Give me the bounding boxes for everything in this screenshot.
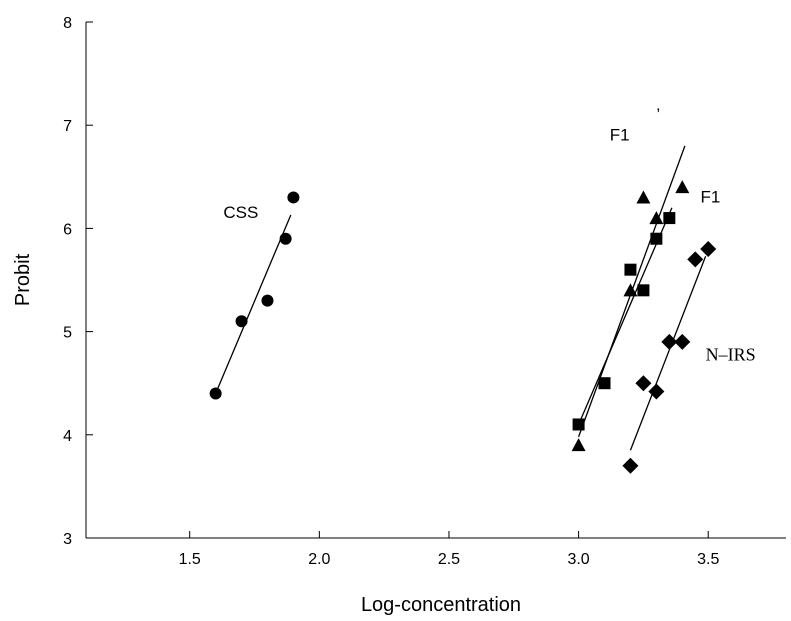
x-tick-label: 1.5 <box>179 551 201 568</box>
series-label: CSS <box>223 203 258 222</box>
data-point-diamond <box>648 383 665 400</box>
annotations: CSS F1 ’ F1 N–IRS <box>223 105 755 364</box>
x-tick-label: 3.5 <box>697 551 719 568</box>
x-axis-title: Log-concentration <box>361 594 521 616</box>
data-points <box>209 180 717 474</box>
data-point-triangle <box>675 180 690 194</box>
data-point-triangle <box>636 190 651 204</box>
x-tick-label: 2.0 <box>308 551 330 568</box>
y-tick-label: 7 <box>63 118 72 135</box>
data-point-diamond <box>687 251 704 268</box>
y-tick-label: 3 <box>63 531 72 548</box>
data-point-square <box>663 212 676 225</box>
series-label: F1 <box>610 126 630 145</box>
data-point-diamond <box>700 241 717 258</box>
data-point-square <box>637 284 650 297</box>
fit-line <box>629 256 707 451</box>
data-point-diamond <box>635 375 652 392</box>
y-ticks: 3 4 5 6 7 8 <box>63 15 93 548</box>
data-point-diamond <box>622 457 639 474</box>
data-point-circle <box>209 387 222 400</box>
series-label: F1 <box>700 188 720 207</box>
data-point-square <box>572 418 585 431</box>
y-axis-title: Probit <box>12 253 34 306</box>
data-point-square <box>624 263 637 276</box>
axes <box>85 22 786 539</box>
x-tick-label: 3.0 <box>567 551 589 568</box>
data-point-square <box>598 377 611 390</box>
data-point-triangle <box>623 283 638 297</box>
series-label: ’ <box>656 105 660 124</box>
data-point-diamond <box>674 333 691 350</box>
y-tick-label: 4 <box>63 428 72 445</box>
x-tick-label: 2.5 <box>438 551 460 568</box>
data-point-diamond <box>661 333 678 350</box>
data-point-circle <box>261 294 274 307</box>
data-point-circle <box>235 315 248 328</box>
data-point-triangle <box>571 438 586 452</box>
x-ticks: 1.5 2.0 2.5 3.0 3.5 <box>179 531 719 568</box>
data-point-circle <box>287 191 300 204</box>
fit-line <box>215 214 292 394</box>
data-point-circle <box>279 232 292 245</box>
y-tick-label: 6 <box>63 221 72 238</box>
y-tick-label: 5 <box>63 325 72 342</box>
fit-lines <box>215 145 707 451</box>
y-tick-label: 8 <box>63 15 72 32</box>
data-point-square <box>650 232 663 245</box>
series-label: N–IRS <box>706 344 756 364</box>
data-point-triangle <box>649 211 664 225</box>
